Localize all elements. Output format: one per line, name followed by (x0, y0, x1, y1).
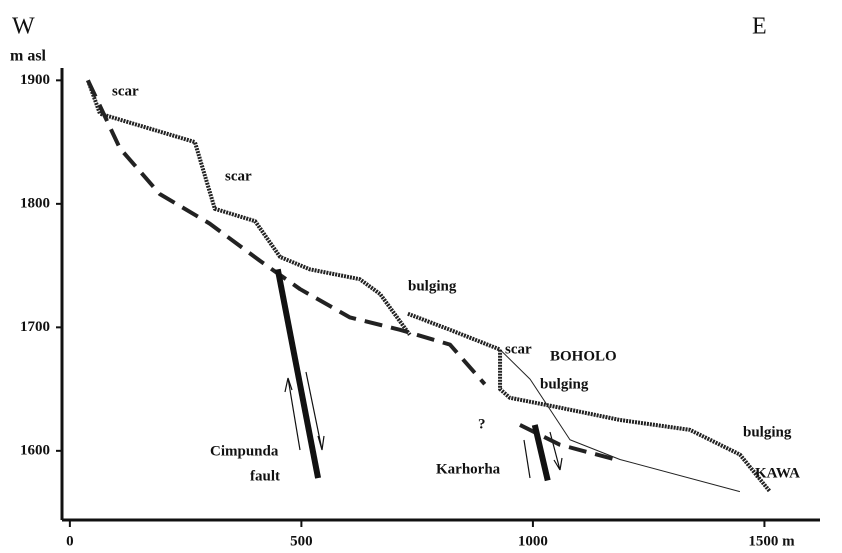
fault (274, 268, 322, 479)
annotation: KAWA (755, 465, 800, 481)
annotation: fault (250, 468, 280, 484)
annotation: bulging (408, 278, 457, 294)
annotation: bulging (743, 424, 792, 440)
annotation: W (12, 14, 35, 40)
annotation: m asl (10, 48, 47, 65)
x-tick-label: 500 (290, 533, 313, 549)
annotation: E (752, 14, 767, 40)
y-tick-label: 1700 (20, 319, 50, 335)
annotation: scar (112, 83, 139, 99)
annotation: Cimpunda (210, 443, 279, 459)
profile-line (499, 349, 741, 493)
annotation: scar (225, 168, 252, 184)
fault (531, 424, 551, 482)
annotation: BOHOLO (550, 348, 617, 364)
annotation: Karhorha (436, 461, 501, 477)
annotation: bulging (540, 376, 589, 392)
profile-line (86, 79, 412, 336)
y-tick-label: 1800 (20, 195, 50, 211)
y-tick-label: 1900 (20, 72, 50, 88)
y-tick-label: 1600 (20, 442, 50, 458)
x-tick-label: 1500 m (748, 533, 795, 549)
annotation: scar (505, 341, 532, 357)
slip-arrows (284, 371, 563, 479)
x-tick-label: 0 (66, 533, 74, 549)
annotation: ? (478, 416, 486, 432)
x-tick-label: 1000 (518, 533, 548, 549)
